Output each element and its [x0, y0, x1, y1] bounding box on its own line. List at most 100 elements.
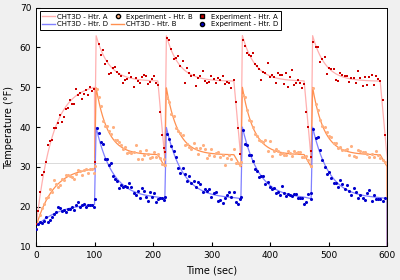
Experiment - Htr. B: [264, 149, 271, 153]
Experiment - Htr. B: [297, 150, 304, 155]
CHT3D - Htr. A: [378, 82, 383, 85]
Experiment - Htr. D: [33, 227, 39, 231]
Experiment - Htr. D: [272, 190, 279, 195]
Experiment - Htr. A: [268, 73, 275, 77]
Experiment - Htr. B: [87, 167, 93, 171]
Experiment - Htr. A: [92, 160, 98, 164]
Experiment - Htr. B: [49, 190, 55, 194]
Experiment - Htr. A: [254, 64, 260, 68]
Experiment - Htr. D: [299, 195, 306, 200]
Experiment - Htr. A: [179, 59, 186, 63]
Experiment - Htr. D: [310, 126, 316, 131]
Experiment - Htr. A: [35, 209, 41, 213]
Experiment - Htr. A: [279, 73, 285, 78]
Experiment - Htr. A: [355, 69, 361, 73]
Experiment - Htr. A: [342, 74, 348, 79]
Experiment - Htr. A: [75, 93, 81, 98]
Experiment - Htr. D: [268, 187, 275, 192]
Experiment - Htr. D: [250, 158, 256, 163]
Experiment - Htr. A: [118, 74, 124, 78]
Experiment - Htr. A: [373, 74, 379, 79]
Experiment - Htr. A: [166, 38, 172, 42]
Experiment - Htr. D: [41, 219, 47, 223]
Experiment - Htr. D: [264, 179, 271, 184]
Experiment - Htr. B: [155, 152, 161, 157]
Experiment - Htr. B: [184, 142, 190, 147]
Experiment - Htr. A: [63, 107, 69, 111]
Experiment - Htr. A: [293, 81, 300, 85]
Experiment - Htr. A: [110, 66, 116, 70]
Experiment - Htr. D: [69, 204, 75, 209]
Experiment - Htr. A: [252, 61, 258, 66]
Experiment - Htr. D: [289, 194, 295, 198]
Experiment - Htr. D: [126, 181, 133, 186]
Experiment - Htr. D: [184, 179, 190, 183]
Experiment - Htr. B: [166, 100, 172, 104]
Experiment - Htr. A: [85, 93, 91, 97]
Experiment - Htr. A: [45, 143, 51, 147]
Experiment - Htr. A: [73, 87, 79, 91]
Experiment - Htr. B: [143, 148, 149, 153]
Experiment - Htr. D: [274, 190, 281, 194]
Experiment - Htr. A: [233, 100, 239, 104]
Experiment - Htr. B: [96, 95, 102, 100]
Experiment - Htr. A: [175, 53, 181, 58]
Experiment - Htr. A: [96, 42, 102, 46]
Experiment - Htr. B: [206, 153, 212, 157]
Experiment - Htr. B: [233, 160, 239, 165]
Experiment - Htr. A: [126, 71, 133, 75]
Experiment - Htr. D: [248, 152, 254, 157]
Experiment - Htr. B: [35, 220, 41, 225]
Experiment - Htr. B: [126, 150, 133, 154]
Experiment - Htr. D: [182, 172, 188, 177]
Experiment - Htr. D: [362, 198, 368, 202]
Experiment - Htr. B: [256, 138, 262, 143]
Experiment - Htr. A: [204, 81, 210, 85]
Experiment - Htr. D: [215, 199, 221, 204]
Experiment - Htr. B: [175, 129, 181, 133]
Experiment - Htr. D: [49, 215, 55, 219]
Experiment - Htr. D: [291, 192, 297, 196]
Experiment - Htr. D: [370, 193, 377, 197]
Experiment - Htr. B: [112, 137, 118, 142]
Experiment - Htr. B: [222, 162, 228, 167]
Experiment - Htr. D: [51, 212, 57, 217]
Experiment - Htr. A: [219, 74, 226, 78]
Experiment - Htr. A: [53, 125, 59, 130]
Experiment - Htr. B: [226, 153, 232, 158]
Experiment - Htr. B: [170, 114, 177, 118]
Experiment - Htr. B: [380, 158, 386, 162]
Experiment - Htr. B: [289, 154, 295, 158]
CHT3D - Htr. D: [94, 129, 99, 132]
Experiment - Htr. A: [157, 110, 163, 115]
Experiment - Htr. D: [168, 144, 175, 148]
CHT3D - Htr. D: [168, 142, 173, 146]
Experiment - Htr. D: [162, 194, 168, 199]
Experiment - Htr. A: [335, 79, 341, 83]
Line: CHT3D - Htr. D: CHT3D - Htr. D: [36, 127, 387, 280]
Experiment - Htr. B: [177, 131, 184, 135]
Experiment - Htr. A: [65, 106, 71, 111]
Experiment - Htr. A: [184, 66, 190, 71]
Experiment - Htr. B: [279, 151, 285, 155]
Experiment - Htr. B: [208, 147, 215, 152]
Experiment - Htr. D: [59, 209, 65, 213]
Experiment - Htr. D: [155, 197, 161, 201]
Experiment - Htr. B: [258, 139, 264, 143]
Experiment - Htr. B: [215, 150, 221, 154]
Experiment - Htr. A: [83, 87, 89, 92]
Experiment - Htr. A: [112, 65, 118, 69]
Experiment - Htr. A: [164, 36, 170, 41]
Experiment - Htr. B: [164, 96, 170, 100]
Experiment - Htr. B: [65, 173, 71, 177]
Experiment - Htr. B: [368, 152, 375, 157]
Experiment - Htr. B: [308, 164, 314, 169]
Experiment - Htr. A: [51, 126, 57, 131]
Experiment - Htr. B: [161, 157, 168, 161]
Experiment - Htr. B: [91, 171, 97, 175]
Experiment - Htr. D: [350, 186, 357, 190]
Experiment - Htr. B: [45, 195, 51, 199]
Experiment - Htr. A: [89, 88, 95, 93]
Experiment - Htr. D: [202, 186, 208, 191]
Experiment - Htr. A: [202, 79, 208, 84]
